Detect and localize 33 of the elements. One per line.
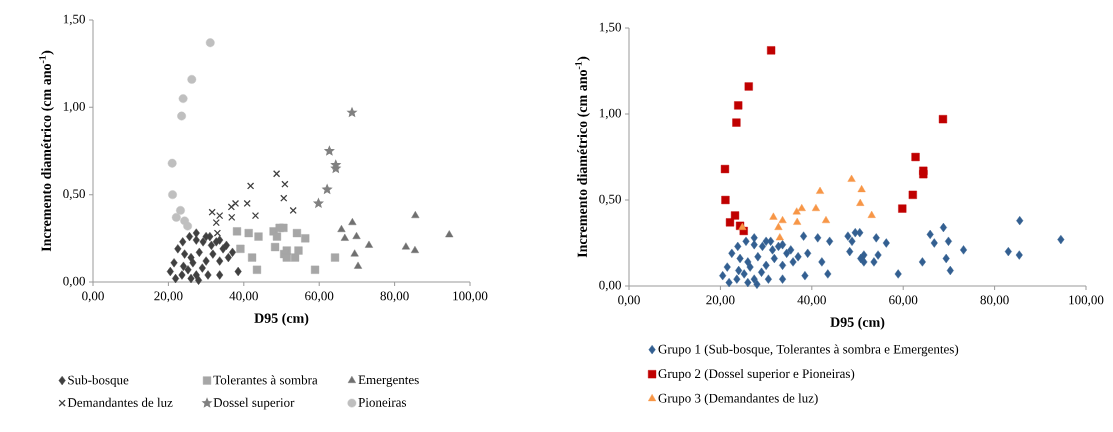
legend-label: Tolerantes à sombra [213, 375, 318, 385]
y-tick-label: 1,00 [599, 108, 621, 120]
x-tick-label: 40,00 [797, 295, 826, 307]
x-tick-label: 60,00 [889, 295, 918, 307]
y-axis-title: Incremento diamétrico (cm ano$^{-1}$) [39, 50, 54, 252]
x-tick-label: 0,00 [82, 291, 104, 303]
y-tick-label: 0,50 [599, 194, 621, 206]
legend-label: Grupo 1 (Sub-bosque, Tolerantes à sombra e Emergentes) [658, 344, 959, 357]
x-tick-label: 60,00 [305, 291, 334, 303]
legend-label: Demandantes de luz [67, 397, 173, 407]
y-tick-label: 1,50 [63, 14, 85, 26]
y-tick-label: 1,50 [599, 22, 621, 34]
x-tick-label: 0,00 [618, 295, 640, 307]
y-axis-title: Incremento diamétrico (cm ano$^{-1}$) [575, 56, 590, 258]
y-tick-label: 0,00 [599, 280, 621, 292]
legend-label: Grupo 2 (Dossel superior e Pioneiras) [658, 368, 855, 381]
legend-label: Pioneiras [358, 398, 407, 407]
y-tick-label: 1,00 [63, 102, 85, 113]
x-tick-label: 80,00 [380, 291, 409, 303]
legend-label: Grupo 3 (Demandantes de luz) [658, 393, 818, 406]
x-tick-label: 100,00 [1069, 295, 1104, 307]
legend-label: Emergentes [358, 375, 419, 387]
x-tick-label: 20,00 [706, 295, 735, 307]
x-tick-label: 80,00 [980, 295, 1009, 307]
y-tick-label: 0,50 [63, 189, 85, 200]
legend-label: Sub-bosque [68, 375, 129, 388]
x-axis-title: D95 (cm) [830, 317, 885, 330]
x-tick-label: 100,00 [453, 291, 488, 303]
legend-label: Dossel superior [213, 397, 295, 410]
x-tick-label: 20,00 [154, 291, 183, 303]
y-tick-label: 0,00 [63, 276, 85, 288]
x-tick-label: 40,00 [229, 291, 258, 303]
x-axis-title: D95 (cm) [254, 313, 309, 326]
